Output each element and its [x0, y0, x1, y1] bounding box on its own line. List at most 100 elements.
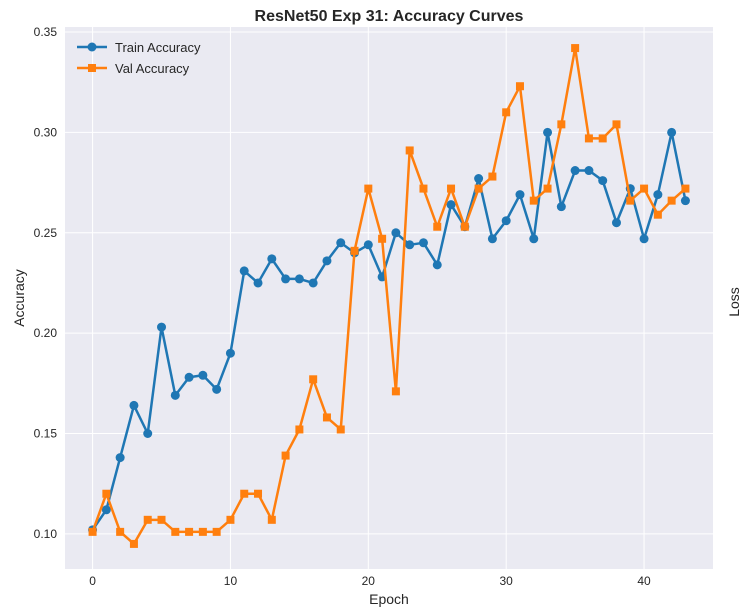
- series-layer: [88, 44, 690, 548]
- data-point-val-accuracy: [474, 184, 483, 193]
- legend: Train Accuracy Val Accuracy: [77, 40, 201, 76]
- data-point-train-accuracy: [556, 202, 566, 212]
- data-point-train-accuracy: [267, 254, 277, 264]
- data-point-val-accuracy: [681, 184, 690, 193]
- y-axis-label: Accuracy: [11, 269, 27, 327]
- data-point-train-accuracy: [115, 453, 125, 463]
- data-point-val-accuracy: [157, 515, 166, 524]
- data-point-train-accuracy: [405, 240, 415, 250]
- x-tick-label: 10: [224, 574, 238, 588]
- y-tick-label: 0.15: [34, 427, 58, 441]
- chart-title: ResNet50 Exp 31: Accuracy Curves: [255, 8, 524, 25]
- data-point-val-accuracy: [626, 196, 635, 205]
- data-point-train-accuracy: [418, 238, 428, 248]
- data-point-train-accuracy: [515, 190, 525, 200]
- data-point-train-accuracy: [225, 348, 235, 358]
- data-point-val-accuracy: [502, 108, 511, 117]
- data-point-train-accuracy: [101, 505, 111, 515]
- data-point-val-accuracy: [129, 539, 138, 548]
- data-point-val-accuracy: [198, 527, 207, 536]
- data-point-val-accuracy: [309, 375, 318, 384]
- data-point-val-accuracy: [515, 82, 524, 91]
- legend-val-label: Val Accuracy: [115, 61, 190, 76]
- data-point-val-accuracy: [640, 184, 649, 193]
- data-point-val-accuracy: [460, 222, 469, 231]
- data-point-train-accuracy: [653, 190, 663, 200]
- data-point-val-accuracy: [295, 425, 304, 434]
- data-point-train-accuracy: [543, 127, 553, 137]
- data-point-train-accuracy: [198, 370, 208, 380]
- data-point-train-accuracy: [639, 234, 649, 244]
- y2-axis-label: Loss: [726, 287, 742, 317]
- data-point-train-accuracy: [281, 274, 291, 284]
- plot-background: [65, 27, 713, 569]
- data-point-val-accuracy: [612, 120, 621, 129]
- data-point-val-accuracy: [391, 387, 400, 396]
- x-tick-label: 0: [89, 574, 96, 588]
- data-point-val-accuracy: [598, 134, 607, 143]
- data-point-train-accuracy: [129, 400, 139, 410]
- data-point-val-accuracy: [571, 44, 580, 53]
- data-point-train-accuracy: [570, 166, 580, 176]
- data-point-train-accuracy: [446, 200, 456, 210]
- data-point-train-accuracy: [308, 278, 318, 288]
- y-tick-labels: 0.10 0.15 0.20 0.25 0.30 0.35: [34, 25, 58, 541]
- data-point-val-accuracy: [529, 196, 538, 205]
- data-point-train-accuracy: [474, 174, 484, 184]
- data-point-val-accuracy: [584, 134, 593, 143]
- data-point-train-accuracy: [432, 260, 442, 270]
- data-point-val-accuracy: [212, 527, 221, 536]
- y-tick-label: 0.25: [34, 226, 58, 240]
- data-point-train-accuracy: [184, 372, 194, 382]
- legend-train-label: Train Accuracy: [115, 40, 201, 55]
- data-point-val-accuracy: [378, 234, 387, 243]
- data-point-val-accuracy: [88, 527, 97, 536]
- data-point-val-accuracy: [667, 196, 676, 205]
- y-tick-label: 0.35: [34, 25, 58, 39]
- data-point-train-accuracy: [598, 176, 608, 186]
- series-train-accuracy: [88, 127, 690, 535]
- data-point-val-accuracy: [405, 146, 414, 155]
- data-point-train-accuracy: [680, 196, 690, 206]
- data-point-val-accuracy: [653, 210, 662, 219]
- x-tick-labels: 0 10 20 30 40: [89, 574, 651, 588]
- data-point-val-accuracy: [171, 527, 180, 536]
- data-point-train-accuracy: [253, 278, 263, 288]
- data-point-val-accuracy: [240, 489, 249, 498]
- data-point-val-accuracy: [543, 184, 552, 193]
- legend-train-marker: [87, 42, 97, 52]
- data-point-val-accuracy: [185, 527, 194, 536]
- data-point-val-accuracy: [419, 184, 428, 193]
- data-point-val-accuracy: [143, 515, 152, 524]
- data-point-val-accuracy: [447, 184, 456, 193]
- data-point-train-accuracy: [212, 384, 222, 394]
- data-point-train-accuracy: [363, 240, 373, 250]
- data-point-train-accuracy: [391, 228, 401, 238]
- y-tick-label: 0.20: [34, 326, 58, 340]
- y-tick-label: 0.10: [34, 527, 58, 541]
- x-tick-label: 40: [637, 574, 651, 588]
- data-point-train-accuracy: [239, 266, 249, 276]
- data-point-train-accuracy: [611, 218, 621, 228]
- data-point-train-accuracy: [501, 216, 511, 226]
- x-tick-label: 20: [362, 574, 376, 588]
- data-point-train-accuracy: [157, 322, 167, 332]
- data-point-train-accuracy: [170, 390, 180, 400]
- data-point-val-accuracy: [364, 184, 373, 193]
- y-tick-label: 0.30: [34, 125, 58, 139]
- data-point-train-accuracy: [487, 234, 497, 244]
- data-point-train-accuracy: [294, 274, 304, 284]
- x-tick-label: 30: [500, 574, 514, 588]
- data-point-val-accuracy: [557, 120, 566, 129]
- data-point-val-accuracy: [488, 172, 497, 181]
- data-point-val-accuracy: [350, 246, 359, 255]
- data-point-train-accuracy: [336, 238, 346, 248]
- legend-val-marker: [88, 64, 96, 72]
- data-point-val-accuracy: [116, 527, 125, 536]
- data-point-val-accuracy: [267, 515, 276, 524]
- x-axis-label: Epoch: [369, 591, 409, 607]
- data-point-val-accuracy: [102, 489, 111, 498]
- data-point-val-accuracy: [322, 413, 331, 422]
- data-point-train-accuracy: [584, 166, 594, 176]
